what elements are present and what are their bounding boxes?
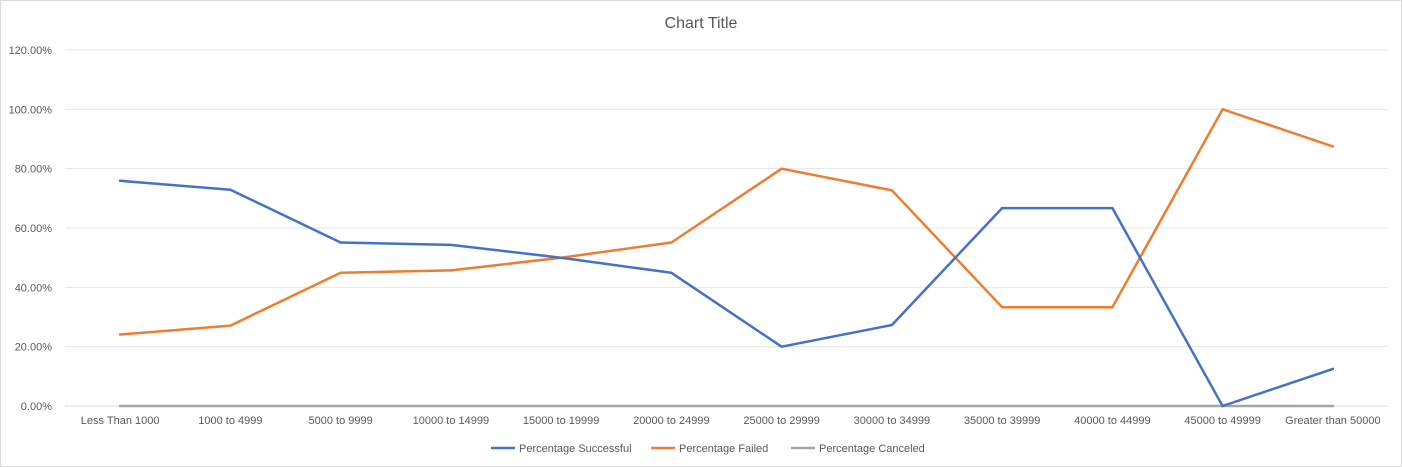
data-point-percentage-successful <box>1331 367 1335 371</box>
data-point-percentage-successful <box>339 241 342 244</box>
data-point-percentage-failed <box>1111 306 1114 309</box>
x-tick-label: Less Than 1000 <box>81 415 160 427</box>
x-tick-label: 30000 to 34999 <box>854 415 930 427</box>
data-point-percentage-successful <box>1111 206 1114 210</box>
x-tick-label: 45000 to 49999 <box>1184 415 1260 427</box>
data-point-percentage-successful <box>1221 404 1224 408</box>
x-tick-label: 35000 to 39999 <box>964 415 1040 427</box>
series-line-percentage-successful <box>118 179 1335 408</box>
x-tick-label: Greater than 50000 <box>1285 415 1380 427</box>
chart-title: Chart Title <box>665 15 738 32</box>
data-point-percentage-failed <box>670 241 673 244</box>
x-tick-label: 15000 to 19999 <box>523 415 599 427</box>
data-point-percentage-successful <box>1000 206 1004 210</box>
legend-item-percentage-successful: Percentage Successful <box>491 443 632 455</box>
data-point-percentage-successful <box>780 345 783 348</box>
series-line-percentage-failed <box>118 108 1335 336</box>
data-point-percentage-canceled <box>339 404 342 408</box>
data-point-percentage-failed <box>1221 108 1224 111</box>
x-tick-label: 5000 to 9999 <box>309 415 373 427</box>
data-point-percentage-failed <box>780 167 783 170</box>
y-tick-label: 40.00% <box>15 282 53 294</box>
data-point-percentage-canceled <box>449 404 453 408</box>
data-point-percentage-successful <box>559 256 563 259</box>
legend-item-percentage-failed: Percentage Failed <box>651 443 768 455</box>
x-tick-label: 20000 to 24999 <box>633 415 709 427</box>
data-point-percentage-successful <box>229 188 232 191</box>
series-lines <box>118 108 1335 408</box>
data-point-percentage-canceled <box>229 404 232 408</box>
legend-label: Percentage Failed <box>679 443 768 455</box>
data-point-percentage-failed <box>890 189 894 192</box>
data-point-percentage-successful <box>449 243 453 247</box>
legend: Percentage Successful Percentage Failed Pe… <box>491 443 925 455</box>
legend-label: Percentage Canceled <box>819 443 925 455</box>
y-axis-tick-labels: 0.00% 20.00% 40.00% 60.00% 80.00% 100.00% 120.… <box>9 45 53 413</box>
x-tick-label: 25000 to 29999 <box>743 415 819 427</box>
data-point-percentage-canceled <box>890 404 894 408</box>
legend-item-percentage-canceled: Percentage Canceled <box>791 443 925 455</box>
y-tick-label: 100.00% <box>9 104 53 116</box>
y-tick-label: 0.00% <box>21 401 52 413</box>
y-tick-label: 20.00% <box>15 342 53 354</box>
data-point-percentage-successful <box>670 271 673 274</box>
data-point-percentage-failed <box>449 269 453 272</box>
data-point-percentage-successful <box>118 179 122 183</box>
gridlines <box>65 49 1388 407</box>
data-point-percentage-canceled <box>670 404 673 408</box>
data-point-percentage-failed <box>1000 306 1004 309</box>
y-tick-label: 120.00% <box>9 45 53 57</box>
x-tick-label: 10000 to 14999 <box>413 415 489 427</box>
y-tick-label: 80.00% <box>15 164 53 176</box>
x-tick-label: 40000 to 44999 <box>1074 415 1150 427</box>
data-point-percentage-failed <box>1331 145 1335 148</box>
data-point-percentage-canceled <box>780 404 783 408</box>
data-point-percentage-failed <box>339 271 342 274</box>
y-tick-label: 60.00% <box>15 223 53 235</box>
data-point-percentage-canceled <box>1000 404 1004 408</box>
data-point-percentage-canceled <box>118 404 122 408</box>
data-point-percentage-successful <box>890 323 894 327</box>
data-point-percentage-failed <box>229 324 232 327</box>
legend-label: Percentage Successful <box>519 443 632 455</box>
data-point-percentage-canceled <box>559 404 563 408</box>
x-axis-tick-labels: Less Than 1000 1000 to 4999 5000 to 9999 10… <box>81 415 1381 427</box>
x-tick-label: 1000 to 4999 <box>198 415 262 427</box>
data-point-percentage-canceled <box>1331 404 1335 408</box>
data-point-percentage-canceled <box>1111 404 1114 408</box>
data-point-percentage-failed <box>118 333 122 336</box>
